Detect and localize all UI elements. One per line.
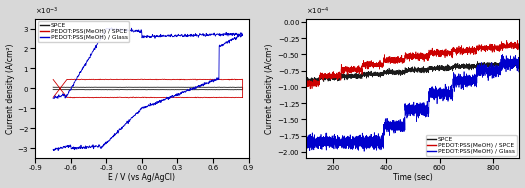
X-axis label: Time (sec): Time (sec) [393,174,433,182]
X-axis label: E / V (vs Ag/AgCl): E / V (vs Ag/AgCl) [109,174,175,182]
Y-axis label: Current density (A/cm²): Current density (A/cm²) [265,43,274,134]
Y-axis label: Current density (A/cm²): Current density (A/cm²) [6,43,15,134]
Legend: SPCE, PEDOT:PSS(MeOH) / SPCE, PEDOT:PSS(MeOH) / Glass: SPCE, PEDOT:PSS(MeOH) / SPCE, PEDOT:PSS(… [38,21,129,42]
Legend: SPCE, PEDOT:PSS(MeOH) / SPCE, PEDOT:PSS(MeOH) / Glass: SPCE, PEDOT:PSS(MeOH) / SPCE, PEDOT:PSS(… [426,135,517,155]
